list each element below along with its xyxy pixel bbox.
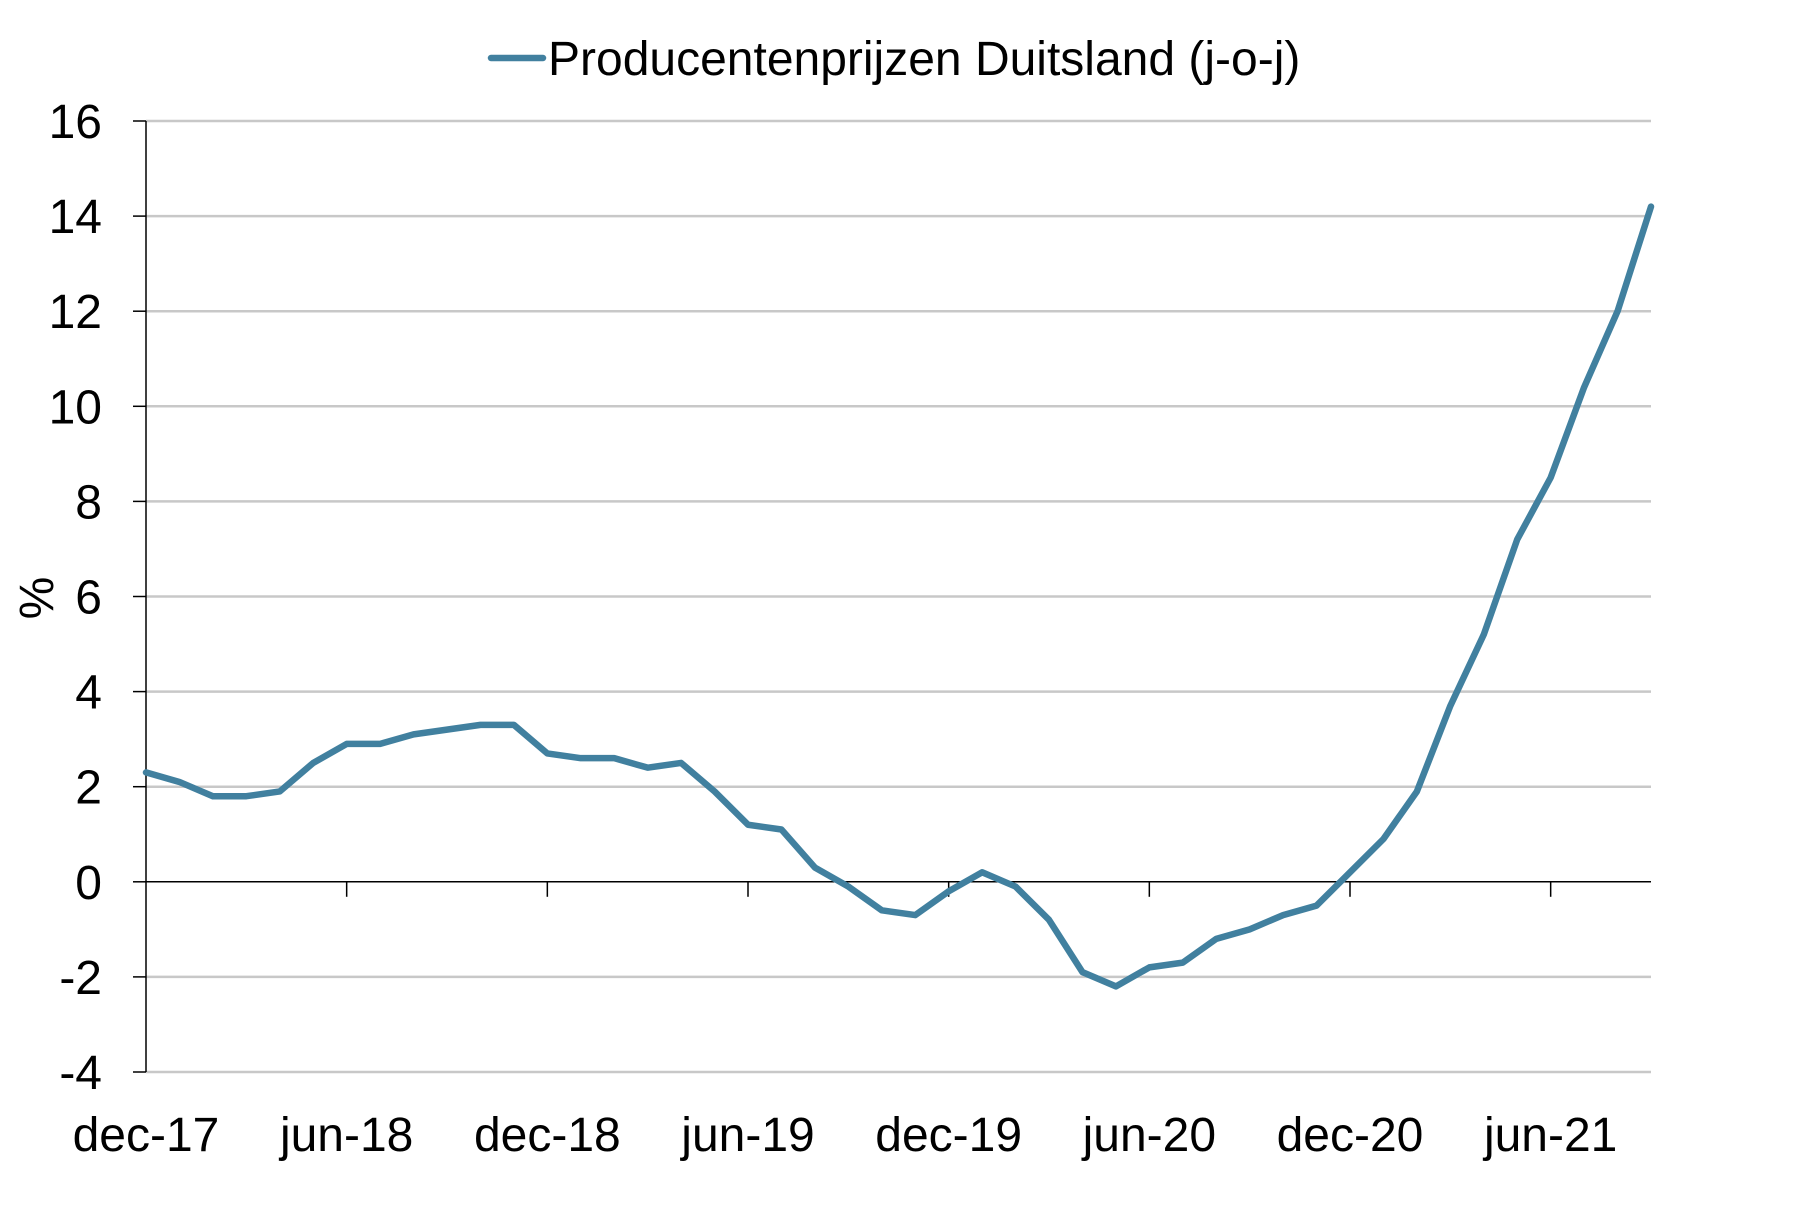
y-tick-label: 8 — [75, 476, 102, 529]
y-axis-ticks: -4 -2 0 2 4 6 8 10 12 14 16 — [49, 96, 146, 1100]
y-axis-title: % — [11, 577, 64, 620]
y-tick-label: 14 — [49, 191, 102, 244]
legend: Producentenprijzen Duitsland (j-o-j) — [487, 33, 1300, 86]
x-tick-label: jun-21 — [1482, 1109, 1617, 1162]
y-tick-label: -2 — [59, 952, 102, 1005]
y-tick-label: 16 — [49, 96, 102, 149]
x-tick-label: dec-17 — [73, 1109, 220, 1162]
x-tick-label: dec-20 — [1277, 1109, 1424, 1162]
x-tick-label: jun-20 — [1081, 1109, 1216, 1162]
x-tick-label: dec-19 — [875, 1109, 1022, 1162]
y-tick-label: 6 — [75, 572, 102, 625]
x-tick-label: dec-18 — [474, 1109, 621, 1162]
grid-lines — [146, 119, 1651, 1074]
series-lines — [142, 203, 1655, 990]
y-tick-label: 4 — [75, 667, 102, 720]
y-tick-label: 10 — [49, 381, 102, 434]
y-tick-label: 12 — [49, 286, 102, 339]
x-axis-ticks: dec-17 jun-18 dec-18 jun-19 dec-19 jun-20 dec-… — [73, 881, 1617, 1162]
x-tick-label: jun-19 — [679, 1109, 814, 1162]
legend-label: Producentenprijzen Duitsland (j-o-j) — [548, 33, 1300, 86]
y-tick-label: 2 — [75, 762, 102, 815]
y-tick-label: 0 — [75, 857, 102, 910]
series-line — [142, 203, 1655, 990]
x-tick-label: jun-18 — [278, 1109, 413, 1162]
y-tick-label: -4 — [59, 1047, 102, 1100]
